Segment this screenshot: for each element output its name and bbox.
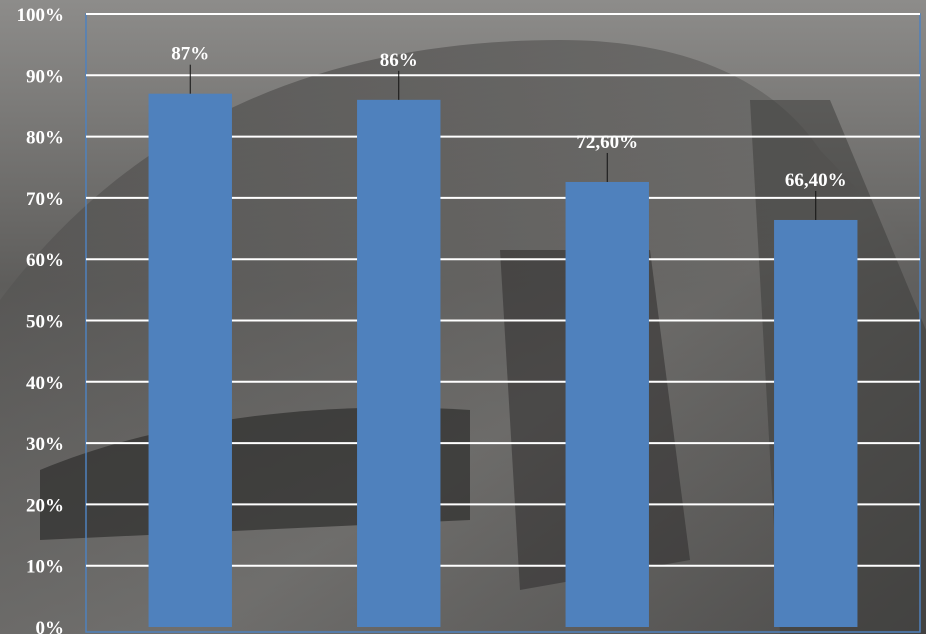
bar xyxy=(774,219,858,627)
y-tick-label: 60% xyxy=(26,250,64,271)
y-tick-label: 50% xyxy=(26,312,64,333)
y-tick-label: 40% xyxy=(26,373,64,394)
data-label: 87% xyxy=(171,44,209,65)
y-tick-label: 0% xyxy=(36,618,65,634)
y-axis-ticks: 0% 10% 20% 30% 40% 50% 60% 70% 80% 90% 100% xyxy=(17,5,65,634)
data-label: 86% xyxy=(380,50,418,71)
bar xyxy=(565,181,649,627)
y-tick-label: 70% xyxy=(26,189,64,210)
y-tick-label: 20% xyxy=(26,495,64,516)
data-label: 72,60% xyxy=(576,132,638,153)
y-tick-label: 80% xyxy=(26,128,64,149)
data-label: 66,40% xyxy=(785,170,847,191)
bars xyxy=(148,93,858,627)
y-tick-label: 90% xyxy=(26,66,64,87)
y-tick-label: 30% xyxy=(26,434,64,455)
y-tick-label: 10% xyxy=(26,557,64,578)
y-tick-label: 100% xyxy=(17,5,65,26)
bar xyxy=(357,99,441,627)
bar xyxy=(148,93,232,627)
data-labels: 87% 86% 72,60% 66,40% xyxy=(171,44,847,220)
